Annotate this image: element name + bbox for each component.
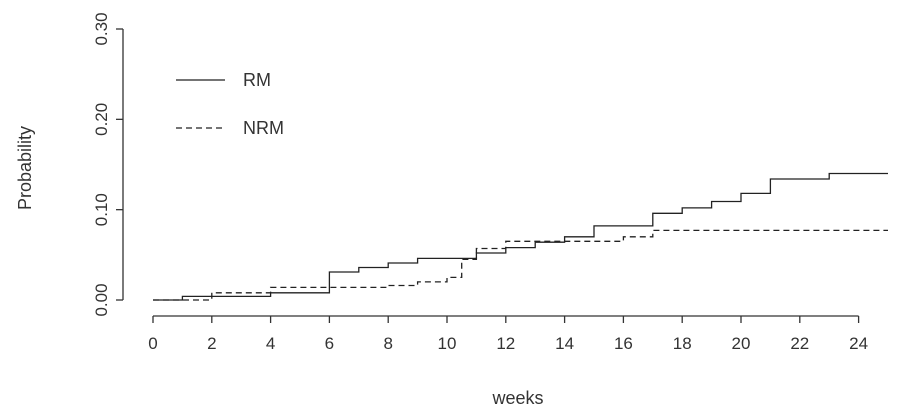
x-tick-label: 10 <box>438 334 457 353</box>
legend: RM NRM <box>176 70 284 138</box>
x-tick-label: 8 <box>383 334 392 353</box>
x-tick-label: 4 <box>266 334 275 353</box>
x-tick-label: 22 <box>790 334 809 353</box>
series-line-nrm <box>153 229 888 301</box>
y-tick-label: 0.30 <box>92 12 111 45</box>
legend-label-nrm: NRM <box>243 118 284 138</box>
x-tick-label: 6 <box>325 334 334 353</box>
y-tick-label: 0.00 <box>92 283 111 316</box>
x-axis-title: weeks <box>491 388 543 408</box>
x-tick-label: 20 <box>732 334 751 353</box>
series-layer <box>153 172 888 301</box>
legend-label-rm: RM <box>243 70 271 90</box>
x-tick-label: 16 <box>614 334 633 353</box>
series-line-rm <box>153 172 888 301</box>
y-tick-label: 0.20 <box>92 103 111 136</box>
x-tick-label: 24 <box>849 334 868 353</box>
x-tick-label: 0 <box>148 334 157 353</box>
x-tick-label: 18 <box>673 334 692 353</box>
x-tick-label: 2 <box>207 334 216 353</box>
y-axis-title: Probability <box>15 126 35 210</box>
x-tick-label: 14 <box>555 334 574 353</box>
y-tick-label: 0.10 <box>92 193 111 226</box>
x-tick-label: 12 <box>496 334 515 353</box>
axes-layer: 0 2 4 6 8 10 12 14 16 18 20 22 240.000.100.200.30 <box>92 12 868 353</box>
